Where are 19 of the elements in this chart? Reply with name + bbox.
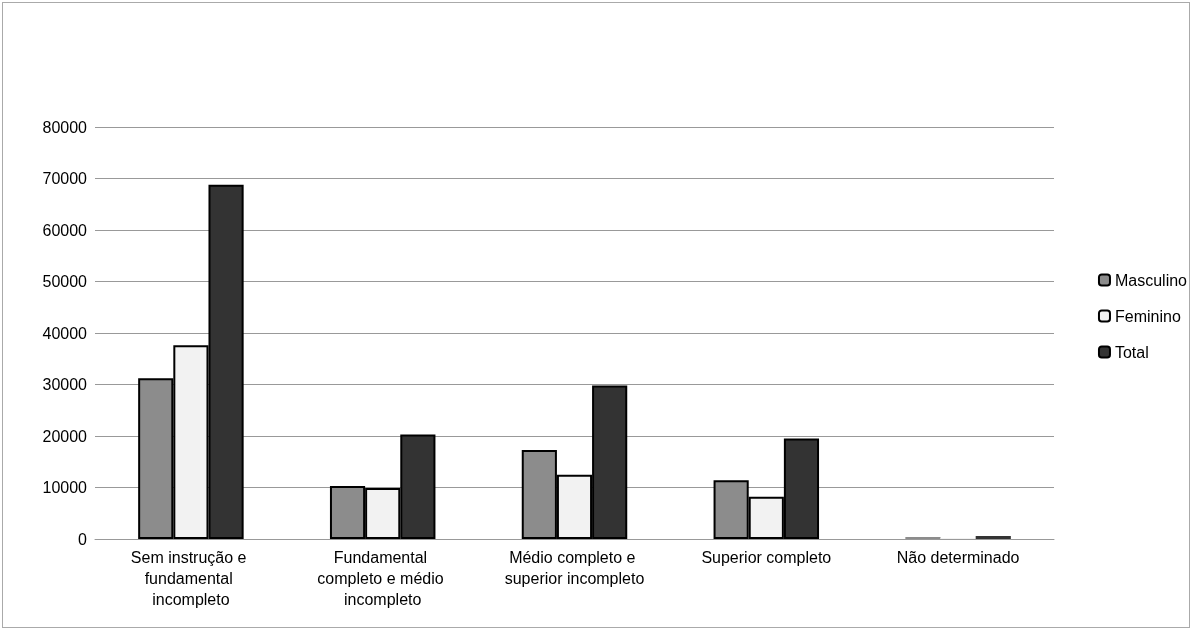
legend-label: Masculino — [1114, 271, 1188, 289]
y-tick-label: 30000 — [42, 376, 88, 393]
x-tick-label: Fundamental completo e médio incompleto — [317, 549, 449, 608]
y-tick-label: 80000 — [42, 118, 88, 136]
bar — [975, 535, 1011, 539]
y-tick-label: 40000 — [42, 324, 88, 342]
y-tick-label: 70000 — [42, 170, 88, 187]
x-tick-label: Médio completo e superior incompleto — [504, 549, 645, 587]
y-tick-label: 20000 — [42, 427, 88, 445]
x-tick-label: Superior completo — [701, 549, 832, 566]
y-tick-label: 60000 — [42, 221, 88, 239]
legend-label: Feminino — [1114, 307, 1181, 325]
legend-label: Total — [1114, 343, 1149, 361]
y-tick-label: 10000 — [42, 479, 88, 496]
bar — [905, 536, 941, 539]
y-tick-label: 0 — [78, 530, 88, 548]
x-tick-label: Não determinado — [896, 549, 1020, 566]
y-tick-label: 50000 — [42, 273, 88, 290]
x-tick-label: Sem instrução e fundamental incompleto — [130, 549, 251, 608]
